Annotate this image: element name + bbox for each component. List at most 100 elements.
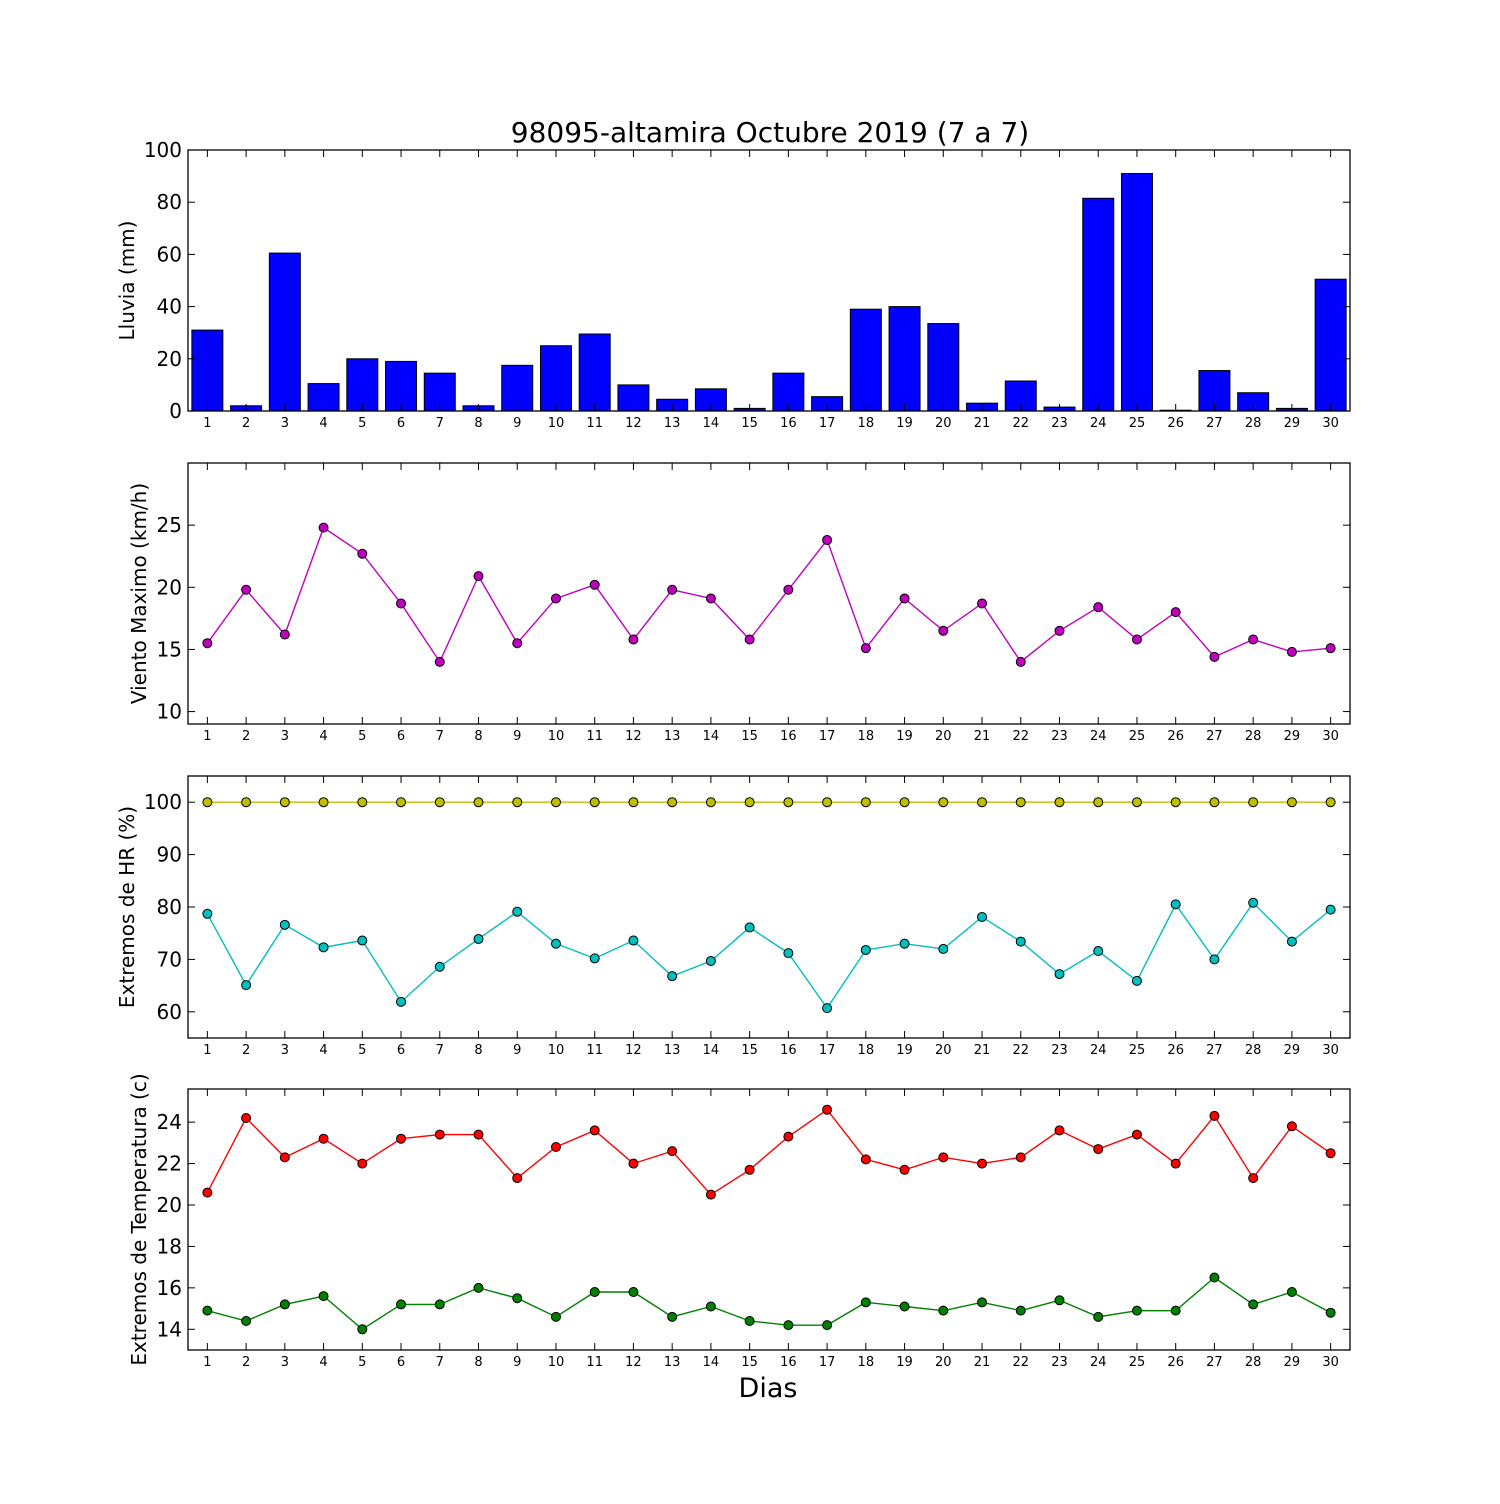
point-s2-day-10	[550, 938, 561, 949]
x-tick-label: 27	[1206, 729, 1223, 744]
point-s2-day-12	[628, 1287, 639, 1297]
point-s2-day-29	[1286, 936, 1297, 947]
x-tick-label: 7	[436, 1355, 444, 1370]
y-tick-label: 15	[157, 637, 182, 661]
x-tick-label: 2	[242, 416, 250, 431]
y-tick-label: 70	[157, 947, 182, 971]
point-s1-day-24	[1093, 1144, 1104, 1155]
x-tick-label: 6	[397, 729, 405, 744]
point-s1-day-6	[396, 797, 407, 808]
point-s1-day-19	[899, 593, 910, 604]
x-tick-label: 17	[819, 416, 836, 431]
chart-title: 98095-altamira Octubre 2019 (7 a 7)	[511, 116, 1029, 149]
point-s2-day-2	[241, 980, 252, 991]
point-s2-day-9	[512, 1293, 523, 1304]
y-tick-label: 10	[157, 700, 182, 724]
point-s2-day-18	[860, 944, 871, 955]
x-tick-label: 1	[203, 1043, 211, 1058]
x-tick-label: 6	[397, 1043, 405, 1058]
point-s1-day-9	[512, 797, 523, 808]
x-tick-label: 28	[1245, 416, 1262, 431]
x-tick-label: 1	[203, 729, 211, 744]
x-tick-label: 7	[436, 729, 444, 744]
x-tick-label: 22	[1012, 1043, 1029, 1058]
y-tick-label: 20	[157, 347, 182, 371]
bar-day-3	[268, 252, 301, 412]
point-s2-day-7	[434, 961, 445, 972]
x-tick-label: 10	[548, 1043, 565, 1058]
point-s2-day-2	[241, 1316, 252, 1326]
y-tick-label: 80	[157, 895, 182, 919]
point-s1-day-30	[1325, 643, 1336, 654]
bar-day-19	[888, 306, 921, 412]
x-tick-label: 30	[1322, 1355, 1339, 1370]
point-s1-day-15	[744, 634, 755, 645]
x-tick-label: 24	[1090, 1043, 1107, 1058]
point-s1-day-4	[318, 797, 329, 808]
point-s1-day-23	[1054, 797, 1065, 808]
point-s2-day-30	[1325, 904, 1336, 915]
y-tick-label: 25	[157, 513, 182, 537]
x-tick-label: 22	[1012, 416, 1029, 431]
point-s1-day-1	[202, 1187, 213, 1198]
point-s1-day-4	[318, 522, 329, 533]
point-s1-day-20	[938, 797, 949, 808]
x-tick-label: 8	[474, 1043, 482, 1058]
series-line-1	[206, 1108, 1332, 1196]
point-s1-day-11	[589, 1125, 600, 1136]
point-s1-day-24	[1093, 797, 1104, 808]
x-tick-label: 8	[474, 1355, 482, 1370]
point-s2-day-27	[1209, 1272, 1220, 1283]
x-tick-label: 23	[1051, 416, 1068, 431]
x-tick-label: 16	[780, 416, 797, 431]
x-tick-label: 14	[703, 1043, 720, 1058]
x-tick-label: 25	[1129, 1043, 1146, 1058]
point-s1-day-19	[899, 1164, 910, 1175]
point-s2-day-8	[473, 933, 484, 944]
point-s1-day-2	[241, 584, 252, 595]
x-tick-label: 2	[242, 729, 250, 744]
point-s1-day-16	[783, 797, 794, 808]
point-s1-day-30	[1325, 797, 1336, 808]
x-tick-label: 9	[513, 416, 521, 431]
y-tick-label: 90	[157, 843, 182, 867]
bar-day-6	[385, 360, 418, 412]
x-tick-label: 25	[1129, 729, 1146, 744]
x-tick-label: 5	[358, 729, 366, 744]
point-s1-day-5	[357, 548, 368, 559]
point-s1-day-15	[744, 797, 755, 808]
bar-day-20	[927, 323, 960, 412]
x-tick-label: 14	[703, 1355, 720, 1370]
x-tick-label: 27	[1206, 1355, 1223, 1370]
x-tick-label: 22	[1012, 1355, 1029, 1370]
x-tick-label: 30	[1322, 1043, 1339, 1058]
point-s2-day-25	[1131, 1305, 1142, 1316]
point-s1-day-21	[977, 598, 988, 609]
x-tick-label: 13	[664, 729, 681, 744]
point-s2-day-1	[202, 908, 213, 919]
point-s1-day-28	[1248, 797, 1259, 808]
x-tick-label: 21	[974, 1043, 991, 1058]
x-tick-label: 5	[358, 1043, 366, 1058]
axes-frame	[187, 149, 1351, 412]
point-s2-day-13	[667, 1311, 678, 1322]
point-s2-day-20	[938, 943, 949, 954]
point-s2-day-29	[1286, 1287, 1297, 1297]
point-s1-day-9	[512, 638, 523, 649]
point-s2-day-19	[899, 938, 910, 949]
y-axis-label: Extremos de Temperatura (c)	[127, 1073, 151, 1365]
x-tick-label: 28	[1245, 729, 1262, 744]
x-tick-label: 14	[703, 416, 720, 431]
point-s1-day-11	[589, 797, 600, 808]
point-s1-day-18	[860, 643, 871, 654]
point-s1-day-27	[1209, 797, 1220, 808]
point-s1-day-13	[667, 1146, 678, 1157]
point-s1-day-29	[1286, 646, 1297, 657]
y-tick-label: 16	[157, 1276, 182, 1300]
y-axis-label: Extremos de HR (%)	[115, 806, 139, 1008]
x-tick-label: 13	[664, 416, 681, 431]
x-tick-label: 2	[242, 1043, 250, 1058]
